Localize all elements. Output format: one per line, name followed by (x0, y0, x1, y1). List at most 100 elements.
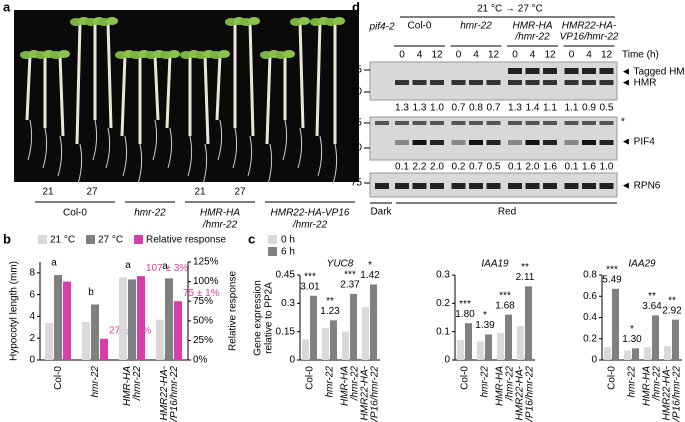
root (187, 135, 193, 177)
band (451, 80, 466, 85)
band-label: ◄ RPN6 (621, 181, 661, 192)
bar (664, 346, 671, 360)
marker-label: 75 (351, 65, 363, 76)
x-tick-label: VP16/hmr-22 (370, 366, 381, 422)
y-tick-label: 0.2 (436, 298, 450, 309)
genotype-label: Col-0 (408, 21, 432, 32)
significance-stars: ** (326, 296, 334, 307)
seedling-stem (106, 21, 113, 129)
band (486, 140, 501, 145)
genotype-label: hmr-22 (460, 21, 492, 32)
light-label: Red (498, 207, 516, 218)
seedling-stem (165, 54, 172, 129)
band (525, 80, 540, 85)
y-tick-label: 0 (591, 355, 597, 366)
x-tick-label: /hmr-22 (652, 366, 663, 402)
bar (156, 319, 164, 360)
x-tick-label: hmr-22 (480, 366, 491, 398)
genotype-label: hmr-22 (134, 208, 166, 219)
seedling-stem (120, 54, 127, 137)
bar (45, 322, 53, 360)
temperature-label: 21 (194, 187, 206, 198)
panel-letter: b (3, 231, 11, 246)
y2-tick-label: 50% (193, 315, 213, 326)
bar (624, 350, 631, 360)
x-tick-label: Col-0 (460, 366, 471, 390)
quantification: 1.6 (543, 162, 557, 173)
y-tick-label: 4 (29, 311, 35, 322)
band (543, 68, 557, 74)
legend-swatch (134, 235, 143, 244)
significance-stars: * (630, 324, 634, 335)
root (137, 143, 143, 185)
band-label: * (621, 117, 625, 128)
significance-stars: * (483, 310, 487, 321)
quantification: 2.0 (526, 162, 540, 173)
quantification: 1.1 (565, 103, 579, 114)
band (525, 140, 540, 145)
band (508, 183, 522, 189)
cotyledon (168, 50, 180, 58)
bar (497, 333, 504, 360)
control-label: pif4-2 (368, 22, 394, 33)
cotyledon (248, 17, 260, 25)
band (564, 183, 579, 189)
band (412, 140, 427, 145)
x-tick-label: VP16/hmr-22 (672, 366, 683, 422)
bar (137, 276, 145, 360)
seedling-stem (58, 54, 65, 137)
bar (477, 341, 484, 360)
band-label: ◄ Tagged HMR (621, 67, 685, 78)
genotype-label: HMR22-HA-VP16 (271, 208, 350, 219)
time-label: 4 (417, 50, 423, 61)
band (451, 140, 466, 145)
genotype-label: VP16/hmr-22 (560, 32, 619, 43)
x-tick-label: hmr-22 (90, 366, 101, 398)
bar (505, 314, 512, 360)
y-tick-label: 8 (29, 268, 35, 279)
bar (465, 323, 472, 360)
band (525, 68, 540, 74)
band (430, 121, 444, 125)
root (105, 127, 111, 169)
y-tick-label: 0.3 (436, 270, 450, 281)
band (451, 121, 466, 125)
band (599, 68, 614, 74)
band (395, 80, 409, 85)
seedling-stem (25, 54, 32, 121)
root (332, 143, 338, 185)
marker-label: 75 (351, 118, 363, 129)
band (525, 183, 540, 189)
cotyledon (333, 17, 345, 25)
significance-letter: a (162, 261, 168, 272)
quantification: 0.5 (487, 162, 501, 173)
quantification: 0.1 (395, 162, 409, 173)
quantification: 0.7 (469, 162, 483, 173)
quantification: 1.3 (395, 103, 409, 114)
x-tick-label: hmr-22 (325, 366, 336, 398)
bar (644, 347, 651, 360)
band (599, 80, 614, 85)
time-label: 12 (431, 50, 443, 61)
bar (652, 315, 659, 360)
band (395, 140, 409, 145)
y-tick-label: 2 (29, 333, 35, 344)
band (543, 140, 557, 145)
genotype-label: /hmr-22 (202, 220, 238, 231)
x-tick-label: Col-0 (305, 366, 316, 390)
bar (322, 327, 329, 360)
bar (128, 279, 136, 360)
cotyledon (298, 17, 310, 25)
x-tick-label: HMR22-HA- (515, 365, 526, 420)
light-label: Dark (370, 207, 392, 218)
significance-stars: *** (304, 271, 316, 282)
band (469, 140, 483, 145)
legend-label: 21 °C (50, 235, 75, 246)
band-label: ◄ PIF4 (621, 137, 655, 148)
value-label: 107 ± 3% (146, 263, 188, 274)
fold-change: 1.68 (495, 300, 515, 311)
bar (350, 293, 357, 360)
time-label: 0 (569, 50, 575, 61)
quantification: 1.3 (508, 103, 522, 114)
y-axis-label: relative to PP2A (264, 282, 275, 354)
